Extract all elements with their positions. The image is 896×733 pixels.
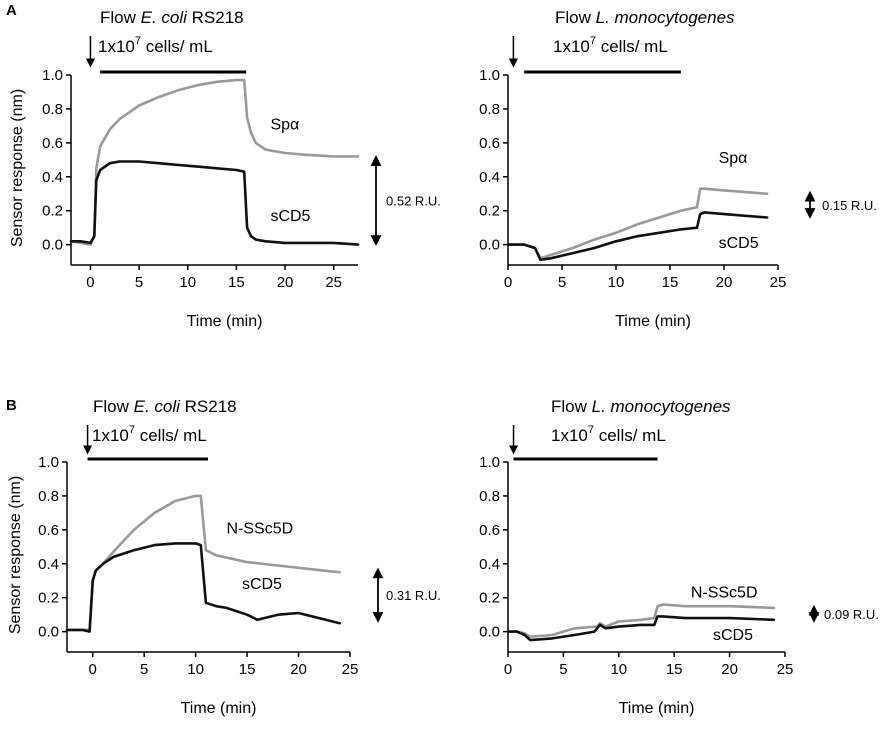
y-tick-label: 0.0: [479, 624, 500, 641]
series-label: N-SSc5D: [227, 520, 294, 537]
x-tick-label: 5: [140, 661, 148, 678]
x-axis-label: Time (min): [181, 700, 257, 717]
ru-annotation: 0.52 R.U.: [386, 194, 441, 209]
x-tick-label: 10: [610, 661, 627, 678]
y-axis-label: Sensor response (nm): [7, 476, 24, 634]
y-tick-label: 0.4: [42, 169, 63, 186]
y-tick-label: 0.6: [479, 135, 500, 152]
x-tick-label: 5: [558, 274, 566, 291]
concentration-label: 1x107 cells/ mL: [92, 424, 207, 445]
chart-title: Flow L. monocytogenes: [555, 8, 735, 27]
series-line: [69, 160, 360, 246]
ru-annotation: 0.31 R.U.: [386, 588, 441, 603]
x-tick-label: 0: [86, 274, 94, 291]
y-tick-label: 0.8: [479, 488, 500, 505]
y-tick-label: 1.0: [479, 67, 500, 84]
y-tick-label: 0.0: [42, 237, 63, 254]
panel-label-a: A: [6, 2, 17, 19]
x-tick-label: 15: [666, 661, 683, 678]
y-tick-label: 0.6: [38, 522, 59, 539]
x-tick-label: 20: [290, 661, 307, 678]
series-label: Spα: [719, 150, 748, 167]
series-label: N-SSc5D: [691, 585, 758, 602]
x-tick-label: 0: [504, 274, 512, 291]
y-tick-label: 1.0: [38, 454, 59, 471]
y-tick-label: 0.4: [38, 556, 59, 573]
x-axis-label: Time (min): [615, 313, 691, 330]
x-tick-label: 25: [325, 274, 342, 291]
chart-1: 0.0 0.2 0.4 0.6 0.8 1.0 0 5 10 15 20 25 Time (min) Se…: [9, 8, 441, 330]
x-tick-label: 20: [716, 274, 733, 291]
y-tick-label: 0.8: [479, 101, 500, 118]
y-tick-label: 0.6: [42, 135, 63, 152]
x-tick-label: 15: [239, 661, 256, 678]
y-tick-label: 0.2: [38, 590, 59, 607]
series-line: [506, 211, 769, 262]
y-tick-label: 0.2: [42, 203, 63, 220]
x-tick-label: 10: [179, 274, 196, 291]
chart-title: Flow E. coli RS218: [93, 397, 237, 416]
chart-4: 0.0 0.2 0.4 0.6 0.8 1.0 0 5 10 15 20 25 Time (min) Fl…: [479, 397, 879, 717]
y-tick-label: 0.2: [479, 203, 500, 220]
x-tick-label: 5: [135, 274, 143, 291]
x-axis-label: Time (min): [619, 700, 695, 717]
chart-title: Flow E. coli RS218: [100, 8, 244, 27]
x-tick-label: 10: [608, 274, 625, 291]
x-tick-label: 25: [342, 661, 359, 678]
series-line: [506, 615, 776, 642]
concentration-label: 1x107 cells/ mL: [551, 424, 666, 445]
y-tick-label: 0.4: [479, 556, 500, 573]
x-tick-label: 20: [721, 661, 738, 678]
concentration-label: 1x107 cells/ mL: [553, 35, 668, 56]
y-tick-label: 0.6: [479, 522, 500, 539]
x-axis-label: Time (min): [187, 313, 263, 330]
series-line: [65, 542, 342, 633]
y-tick-label: 0.0: [479, 237, 500, 254]
y-tick-label: 0.8: [38, 488, 59, 505]
chart-title: Flow L. monocytogenes: [551, 397, 731, 416]
series-label: Spα: [270, 116, 299, 133]
x-tick-label: 25: [770, 274, 787, 291]
ru-annotation: 0.09 R.U.: [824, 607, 879, 622]
y-axis-label: Sensor response (nm): [9, 89, 26, 247]
x-tick-label: 15: [662, 274, 679, 291]
series-label: sCD5: [719, 235, 759, 252]
x-tick-label: 5: [559, 661, 567, 678]
x-tick-label: 0: [89, 661, 97, 678]
chart-3: 0.0 0.2 0.4 0.6 0.8 1.0 0 5 10 15 20 25 Time (min) Se…: [7, 397, 441, 717]
y-tick-label: 1.0: [479, 454, 500, 471]
x-tick-label: 0: [504, 661, 512, 678]
series-label: sCD5: [242, 576, 282, 593]
x-tick-label: 25: [777, 661, 794, 678]
panel-label-b: B: [6, 397, 17, 414]
concentration-label: 1x107 cells/ mL: [98, 35, 213, 56]
y-tick-label: 0.2: [479, 590, 500, 607]
x-tick-label: 15: [228, 274, 245, 291]
y-tick-label: 0.4: [479, 169, 500, 186]
chart-2: 0.0 0.2 0.4 0.6 0.8 1.0 0 5 10 15 20 25 Time (min) Fl…: [479, 8, 877, 330]
ru-annotation: 0.15 R.U.: [822, 198, 877, 213]
y-tick-label: 0.0: [38, 624, 59, 641]
y-tick-label: 0.8: [42, 101, 63, 118]
x-tick-label: 20: [277, 274, 294, 291]
series-line: [506, 603, 776, 639]
series-label: sCD5: [270, 208, 310, 225]
y-tick-label: 1.0: [42, 67, 63, 84]
x-tick-label: 10: [187, 661, 204, 678]
charts: 0.0 0.2 0.4 0.6 0.8 1.0 0 5 10 15 20 25 Time (min) Se…: [7, 8, 879, 717]
series-label: sCD5: [713, 627, 753, 644]
